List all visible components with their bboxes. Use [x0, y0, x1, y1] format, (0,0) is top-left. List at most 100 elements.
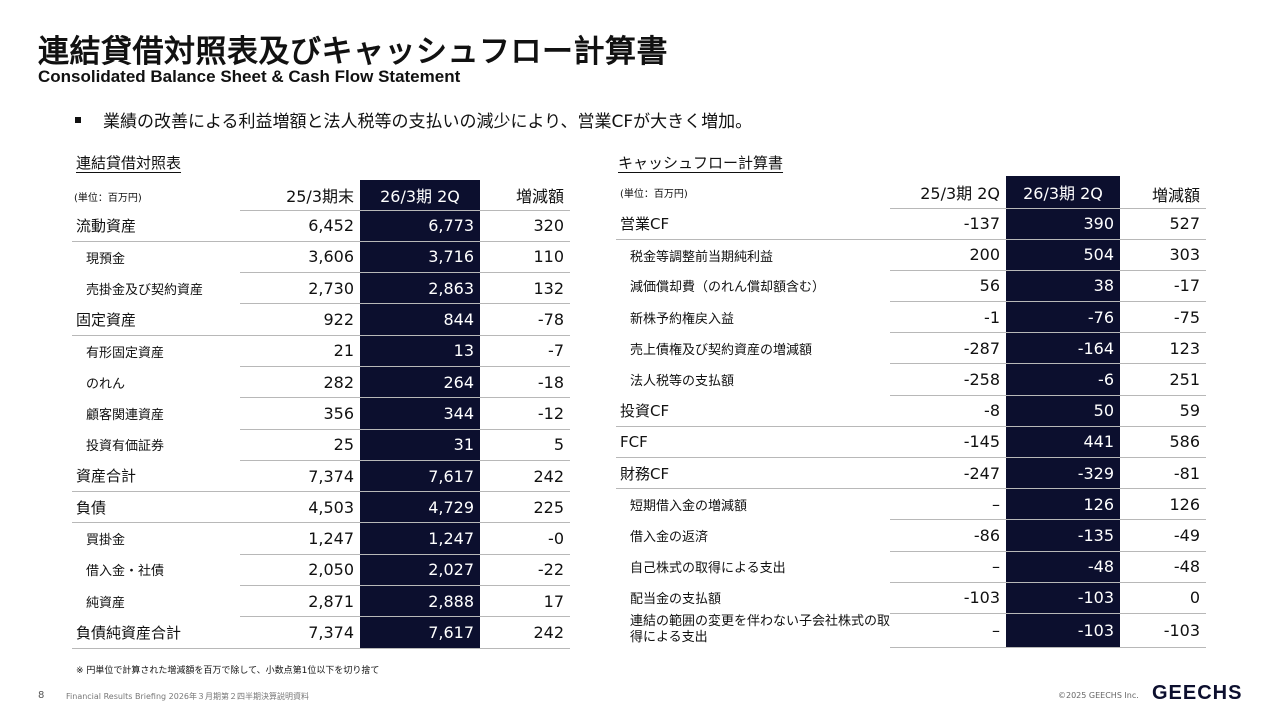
cf-row: 営業CF -137 390 527: [616, 208, 1206, 240]
cf-row-label: 税金等調整前当期純利益: [630, 249, 774, 265]
cf-row: 投資CF -8 50 59: [616, 395, 1206, 427]
bs-row-label: のれん: [86, 376, 126, 392]
cf-value-change: 126: [1120, 488, 1206, 521]
cf-value-change: -17: [1120, 270, 1206, 303]
bs-value-current: 844: [360, 303, 480, 336]
bs-row: 顧客関連資産 356 344 -12: [72, 397, 570, 430]
cf-row: 連結の範囲の変更を伴わない子会社株式の取得による支出 – -103 -103: [616, 613, 1206, 648]
bs-row-label: 顧客関連資産: [86, 407, 165, 423]
cf-value-change: 303: [1120, 239, 1206, 271]
cf-row: 配当金の支払額 -103 -103 0: [616, 582, 1206, 614]
bs-value-current: 3,716: [360, 241, 480, 274]
geechs-logo: GEECHS: [1152, 682, 1243, 704]
cf-row-label: 自己株式の取得による支出: [630, 561, 786, 577]
cf-row: 減価償却費（のれん償却額含む） 56 38 -17: [616, 270, 1206, 303]
bs-row-label: 流動資産: [72, 210, 240, 242]
bs-row-label: 純資産: [86, 595, 126, 611]
cf-value-change: -48: [1120, 551, 1206, 583]
bs-value-current: 1,247: [360, 522, 480, 555]
cf-unit: (単位：百万円): [620, 188, 688, 200]
bs-unit: (単位：百万円): [74, 192, 142, 204]
cf-value-current: 390: [1006, 208, 1120, 240]
bs-value-change: 242: [480, 616, 570, 649]
cf-value-prev: –: [890, 613, 1006, 648]
bs-value-current: 344: [360, 397, 480, 430]
cf-value-current: 38: [1006, 270, 1120, 303]
cf-value-current: 504: [1006, 239, 1120, 271]
balance-sheet-table: (単位：百万円) 25/3期末 26/3期 2Q 増減額 流動資産 6,452 6,…: [72, 180, 570, 649]
cf-row-label: 投資CF: [616, 395, 890, 427]
bs-value-change: 5: [480, 429, 570, 461]
cf-row: 税金等調整前当期純利益 200 504 303: [616, 239, 1206, 271]
bs-value-current: 13: [360, 335, 480, 367]
cf-row: 短期借入金の増減額 –126 126: [616, 488, 1206, 521]
cf-header-prev: 25/3期 2Q: [890, 176, 1006, 209]
cf-row-label: 連結の範囲の変更を伴わない子会社株式の取得による支出: [630, 614, 891, 646]
bs-value-prev: 922: [240, 303, 360, 336]
cf-value-current: -76: [1006, 301, 1120, 334]
bs-value-current: 7,617: [360, 616, 480, 649]
cf-row-label: 売上債権及び契約資産の増減額: [630, 342, 813, 358]
cf-value-change: 251: [1120, 363, 1206, 396]
bs-row-label: 現預金: [86, 251, 126, 267]
footnote: ※ 円単位で計算された増減額を百万で除して、小数点第1位以下を切り捨て: [76, 666, 380, 676]
bs-row: 投資有価証券 25 31 5: [72, 429, 570, 461]
cf-value-prev: -145: [890, 426, 1006, 459]
bs-value-change: -0: [480, 522, 570, 555]
summary-bullet: 業績の改善による利益増額と法人税等の支払いの減少により、営業CFが大きく増加。: [75, 107, 752, 132]
bs-value-change: 110: [480, 241, 570, 274]
bs-value-change: -78: [480, 303, 570, 336]
cf-value-prev: 56: [890, 270, 1006, 303]
cf-value-current: -135: [1006, 519, 1120, 552]
bs-value-prev: 2,050: [240, 554, 360, 587]
bs-value-change: 320: [480, 210, 570, 242]
cf-value-change: 527: [1120, 208, 1206, 240]
cf-value-current: 50: [1006, 395, 1120, 427]
cf-row: 新株予約権戻入益 -1 -76 -75: [616, 301, 1206, 334]
cf-value-prev: -247: [890, 457, 1006, 490]
cf-row: 借入金の返済 -86 -135 -49: [616, 519, 1206, 552]
cf-header-change: 増減額: [1120, 176, 1206, 209]
cf-value-change: -103: [1120, 613, 1206, 648]
cf-value-change: 0: [1120, 582, 1206, 614]
cf-value-change: 123: [1120, 332, 1206, 365]
bs-row-label: 売掛金及び契約資産: [86, 282, 204, 298]
cf-value-prev: –: [890, 488, 1006, 521]
page-title: 連結貸借対照表及びキャッシュフロー計算書: [38, 34, 668, 70]
cf-row-label: 短期借入金の増減額: [630, 499, 748, 515]
bs-row: 資産合計 7,374 7,617 242: [72, 460, 570, 493]
bs-row: 固定資産 922 844 -78: [72, 303, 570, 336]
bs-row-label: 負債: [72, 491, 240, 524]
bs-header-row: (単位：百万円) 25/3期末 26/3期 2Q 増減額: [72, 180, 570, 211]
bullet-square-icon: [75, 117, 81, 123]
cf-row-label: FCF: [616, 426, 890, 459]
cf-value-prev: -137: [890, 208, 1006, 240]
bs-value-change: 242: [480, 460, 570, 493]
bs-value-prev: 1,247: [240, 522, 360, 555]
bs-header-current: 26/3期 2Q: [360, 180, 480, 211]
cf-value-prev: -258: [890, 363, 1006, 396]
page-subtitle: Consolidated Balance Sheet & Cash Flow S…: [38, 67, 461, 86]
bs-value-current: 2,863: [360, 272, 480, 305]
cf-header-current: 26/3期 2Q: [1006, 176, 1120, 209]
bs-value-change: -18: [480, 366, 570, 399]
cf-row-label: 減価償却費（のれん償却額含む）: [630, 280, 826, 296]
bs-value-prev: 7,374: [240, 616, 360, 649]
bs-value-prev: 282: [240, 366, 360, 399]
bs-row: 借入金・社債 2,050 2,027 -22: [72, 554, 570, 587]
cf-value-prev: –: [890, 551, 1006, 583]
summary-text: 業績の改善による利益増額と法人税等の支払いの減少により、営業CFが大きく増加。: [103, 112, 753, 132]
bs-row: 流動資産 6,452 6,773 320: [72, 210, 570, 242]
bs-row-label: 有形固定資産: [86, 345, 165, 361]
cf-value-change: 59: [1120, 395, 1206, 427]
cf-row: FCF -145 441 586: [616, 426, 1206, 459]
cf-section-title: キャッシュフロー計算書: [618, 154, 784, 172]
bs-row-label: 投資有価証券: [86, 439, 165, 455]
bs-value-change: -7: [480, 335, 570, 367]
bs-value-prev: 2,871: [240, 585, 360, 618]
cf-value-prev: -1: [890, 301, 1006, 334]
bs-value-current: 264: [360, 366, 480, 399]
bs-section-title: 連結貸借対照表: [76, 154, 182, 172]
cf-row-label: 配当金の支払額: [630, 592, 722, 608]
cf-value-current: 126: [1006, 488, 1120, 521]
